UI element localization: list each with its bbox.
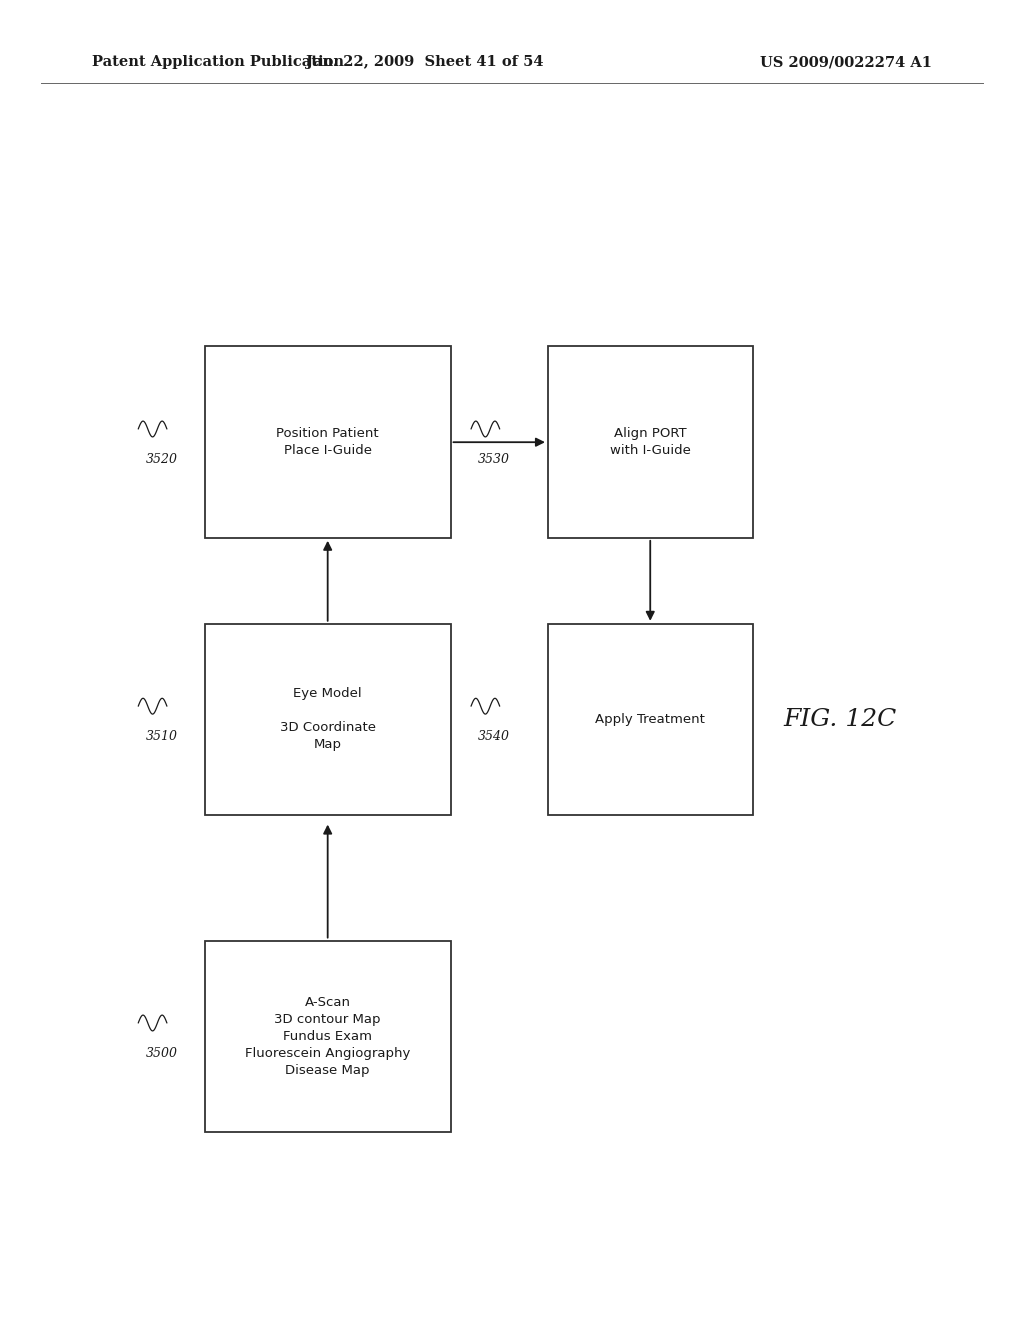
Text: Position Patient
Place I-Guide: Position Patient Place I-Guide: [276, 428, 379, 457]
Text: 3500: 3500: [145, 1047, 177, 1060]
Bar: [205, 624, 451, 814]
Text: Jan. 22, 2009  Sheet 41 of 54: Jan. 22, 2009 Sheet 41 of 54: [306, 55, 544, 70]
Bar: [548, 624, 753, 814]
Text: A-Scan
3D contour Map
Fundus Exam
Fluorescein Angiography
Disease Map: A-Scan 3D contour Map Fundus Exam Fluore…: [245, 995, 411, 1077]
Text: Apply Treatment: Apply Treatment: [595, 713, 706, 726]
Bar: [548, 346, 753, 539]
Text: Align PORT
with I-Guide: Align PORT with I-Guide: [610, 428, 690, 457]
Text: Eye Model

3D Coordinate
Map: Eye Model 3D Coordinate Map: [280, 688, 376, 751]
Text: 3530: 3530: [478, 453, 510, 466]
Text: 3510: 3510: [145, 730, 177, 743]
Bar: [205, 346, 451, 539]
Text: 3520: 3520: [145, 453, 177, 466]
Bar: [205, 940, 451, 1131]
Text: FIG. 12C: FIG. 12C: [783, 708, 896, 731]
Text: US 2009/0022274 A1: US 2009/0022274 A1: [760, 55, 932, 70]
Text: 3540: 3540: [478, 730, 510, 743]
Text: Patent Application Publication: Patent Application Publication: [92, 55, 344, 70]
